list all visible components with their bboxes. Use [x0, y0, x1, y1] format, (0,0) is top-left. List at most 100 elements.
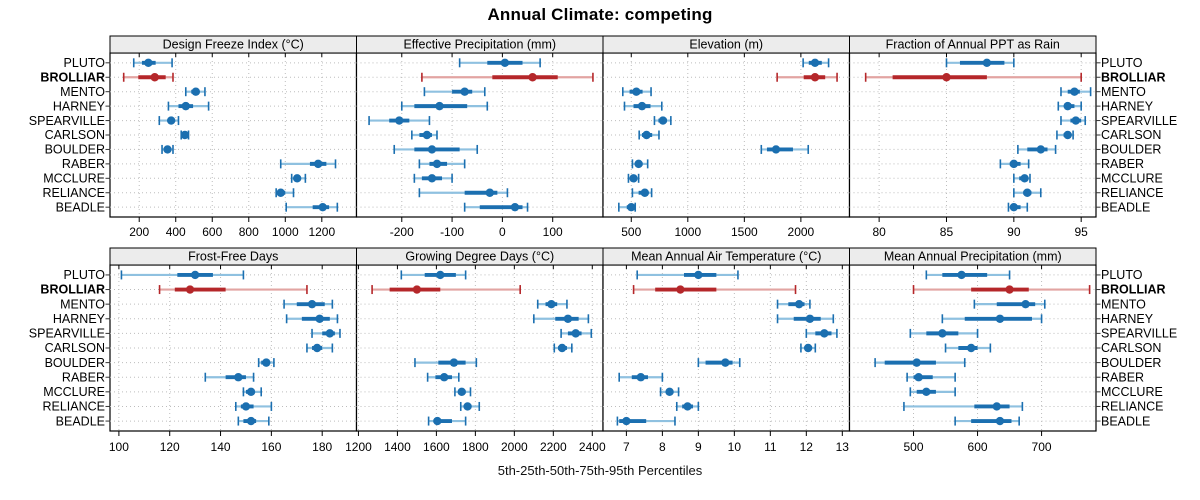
series-brolliar [776, 72, 838, 82]
median-dot [676, 285, 685, 294]
x-tick-label: 800 [239, 225, 259, 239]
median-dot [460, 87, 469, 96]
x-tick-label: 11 [764, 440, 777, 454]
series-beadle [427, 416, 467, 426]
median-dot [966, 343, 976, 353]
station-label-right: BROLLIAR [1101, 283, 1166, 297]
series-boulder [874, 358, 966, 368]
median-dot [912, 358, 921, 367]
x-tick-label: 160 [261, 440, 281, 454]
series-boulder [161, 144, 174, 154]
x-tick-label: 100 [109, 440, 129, 454]
median-dot [439, 373, 449, 382]
series-pluto [636, 270, 739, 280]
median-dot [234, 373, 243, 382]
median-dot [992, 402, 1001, 411]
median-dot [636, 373, 645, 382]
station-label-right: RELIANCE [1101, 186, 1164, 200]
median-dot [721, 358, 730, 367]
median-dot [436, 270, 445, 280]
median-dot [805, 314, 815, 323]
median-dot [1070, 87, 1079, 96]
median-dot [528, 73, 537, 82]
median-dot [914, 373, 923, 382]
x-tick-label: -200 [390, 225, 414, 239]
series-pluto [945, 58, 1015, 68]
median-dot [563, 314, 573, 323]
series-carlson [638, 130, 660, 140]
series-beadle [618, 202, 637, 212]
station-label-right: BROLLIAR [1101, 70, 1166, 84]
series-spearville [311, 328, 341, 338]
series-mento [423, 87, 486, 97]
series-mento [973, 299, 1046, 309]
series-carlson [180, 130, 190, 140]
median-dot [1071, 116, 1080, 125]
median-dot [457, 387, 466, 397]
station-label-right: CARLSON [1101, 128, 1161, 142]
series-carlson [800, 343, 817, 353]
series-reliance [1013, 188, 1042, 198]
median-dot [449, 358, 459, 367]
x-tick-label: 200 [129, 225, 149, 239]
median-dot [463, 402, 472, 411]
series-reliance [275, 188, 295, 198]
station-label-right: BEADLE [1101, 200, 1150, 214]
series-boulder [697, 358, 741, 368]
series-raber [204, 372, 255, 382]
median-dot [163, 145, 172, 154]
series-harney [400, 101, 489, 111]
series-beadle [616, 416, 676, 426]
station-label-left: MCCLURE [43, 172, 105, 186]
series-beadle [463, 202, 529, 212]
station-label-right: SPEARVILLE [1101, 327, 1177, 341]
panel-group-0: 200 400 600 800 1000 1200 Design Freeze Index … [105, 35, 358, 239]
median-dot [810, 58, 820, 68]
station-label-right: MCCLURE [1101, 172, 1163, 186]
series-raber [279, 159, 337, 169]
median-dot [1009, 159, 1019, 169]
panel-group-6: 7 8 9 10 11 12 13 Mean Annual Air Temperature (… [602, 247, 851, 454]
series-mento [184, 87, 206, 97]
median-dot [180, 130, 190, 140]
series-raber [631, 159, 649, 169]
series-reliance [234, 401, 273, 411]
panel-group-4: 100 120 140 160 180 Frost-Free Days [105, 247, 358, 454]
panel-group-7: 500 600 700 Mean Annual Precipitation (mm) [848, 247, 1101, 454]
strip-title: Elevation (m) [689, 38, 763, 52]
series-mcclure [909, 387, 956, 397]
strip-header [849, 35, 1097, 54]
series-harney [1057, 101, 1082, 111]
series-pluto [802, 58, 830, 68]
median-dot [325, 329, 335, 338]
x-tick-label: 2400 [579, 440, 606, 454]
median-dot [571, 329, 580, 338]
series-mcclure [242, 387, 263, 397]
median-dot [694, 270, 703, 280]
series-boulder [1017, 144, 1057, 154]
strip-title: Design Freeze Index (°C) [163, 38, 304, 52]
median-dot [150, 73, 159, 82]
median-dot [144, 58, 153, 68]
station-label-left: RELIANCE [42, 186, 105, 200]
median-dot [276, 188, 285, 197]
station-label-left: SPEARVILLE [29, 327, 105, 341]
median-dot [313, 159, 323, 169]
station-label-left: RELIANCE [42, 400, 105, 414]
median-dot [622, 416, 631, 426]
median-dot [485, 188, 495, 197]
x-tick-label: 120 [160, 440, 180, 454]
series-mento [621, 87, 652, 97]
series-spearville [909, 328, 979, 338]
median-dot [957, 270, 966, 280]
median-dot [820, 329, 829, 338]
series-reliance [675, 401, 700, 411]
x-tick-label: 1600 [423, 440, 450, 454]
figure-title: Annual Climate: competing [487, 5, 713, 24]
station-label-right: MENTO [1101, 85, 1146, 99]
series-brolliar [864, 72, 1082, 82]
median-dot [262, 358, 271, 367]
station-label-right: SPEARVILLE [1101, 114, 1177, 128]
series-brolliar [421, 72, 594, 82]
